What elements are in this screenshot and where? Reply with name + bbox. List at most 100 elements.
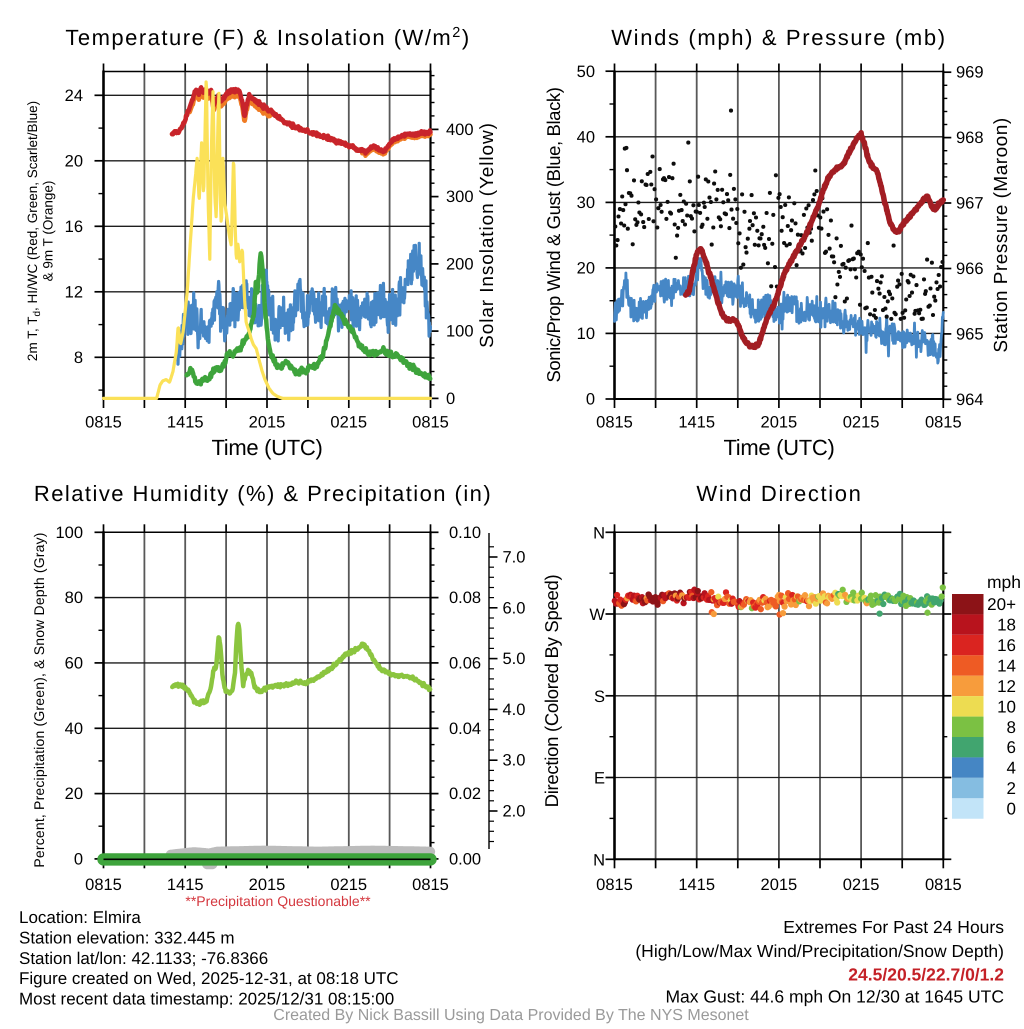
svg-text:6.0: 6.0 xyxy=(503,599,526,617)
svg-text:1415: 1415 xyxy=(167,876,204,894)
svg-text:Wind Direction: Wind Direction xyxy=(696,481,862,506)
svg-text:10: 10 xyxy=(997,697,1016,716)
svg-text:Relative Humidity (%) & Precip: Relative Humidity (%) & Precipitation (i… xyxy=(34,481,492,506)
svg-text:0.08: 0.08 xyxy=(449,589,481,607)
svg-text:50: 50 xyxy=(577,63,595,81)
svg-text:Time (UTC): Time (UTC) xyxy=(211,435,322,460)
svg-text:2: 2 xyxy=(1007,779,1016,798)
svg-text:20+: 20+ xyxy=(987,595,1016,614)
svg-text:N: N xyxy=(593,524,605,542)
svg-text:12: 12 xyxy=(65,283,83,301)
svg-text:24: 24 xyxy=(65,87,83,105)
svg-text:1415: 1415 xyxy=(167,414,204,432)
svg-text:Percent, Precipitation (Green): Percent, Precipitation (Green), & Snow D… xyxy=(31,532,47,867)
svg-text:Direction (Colored By Speed): Direction (Colored By Speed) xyxy=(541,575,562,808)
svg-text:0815: 0815 xyxy=(596,876,633,894)
svg-text:24.5/20.5/22.7/0/1.2: 24.5/20.5/22.7/0/1.2 xyxy=(848,965,1004,985)
svg-text:0815: 0815 xyxy=(412,414,449,432)
svg-text:8: 8 xyxy=(74,349,83,367)
svg-text:2m T, Td, HI/WC (Red, Green, S: 2m T, Td, HI/WC (Red, Green, Scarlet/Blu… xyxy=(25,101,43,361)
svg-text:30: 30 xyxy=(577,194,595,212)
svg-text:2.0: 2.0 xyxy=(503,803,526,821)
svg-text:Station Pressure (Maroon): Station Pressure (Maroon) xyxy=(991,117,1012,352)
svg-text:(High/Low/Max Wind/Precipitati: (High/Low/Max Wind/Precipitation/Snow De… xyxy=(635,941,1004,961)
svg-text:Extremes For Past 24 Hours: Extremes For Past 24 Hours xyxy=(783,917,1004,937)
svg-text:Station lat/lon: 42.1133; -76.: Station lat/lon: 42.1133; -76.8366 xyxy=(19,949,268,968)
svg-text:60: 60 xyxy=(65,654,83,672)
svg-text:mph: mph xyxy=(987,572,1021,592)
svg-text:N: N xyxy=(593,851,605,869)
svg-text:0.02: 0.02 xyxy=(449,785,481,803)
svg-text:5.0: 5.0 xyxy=(503,650,526,668)
svg-text:Figure created on Wed, 2025-12: Figure created on Wed, 2025-12-31, at 08… xyxy=(19,969,399,988)
svg-text:0815: 0815 xyxy=(85,876,122,894)
svg-text:& 9m T (Orange): & 9m T (Orange) xyxy=(41,181,56,282)
svg-text:0815: 0815 xyxy=(925,414,962,432)
svg-text:12: 12 xyxy=(997,677,1016,696)
svg-text:40: 40 xyxy=(577,128,595,146)
svg-text:6: 6 xyxy=(1007,738,1016,757)
svg-text:**Precipitation Questionable**: **Precipitation Questionable** xyxy=(185,893,371,909)
svg-text:0.06: 0.06 xyxy=(449,654,481,672)
svg-text:0.10: 0.10 xyxy=(449,524,481,542)
svg-text:2015: 2015 xyxy=(249,414,286,432)
svg-text:0.00: 0.00 xyxy=(449,850,481,868)
svg-text:20: 20 xyxy=(65,785,83,803)
svg-text:200: 200 xyxy=(446,255,474,273)
svg-text:0215: 0215 xyxy=(330,414,367,432)
svg-text:968: 968 xyxy=(956,129,984,147)
svg-text:W: W xyxy=(589,606,605,624)
svg-text:0215: 0215 xyxy=(843,876,880,894)
svg-text:20: 20 xyxy=(577,259,595,277)
svg-text:0.04: 0.04 xyxy=(449,720,481,738)
svg-text:0815: 0815 xyxy=(925,876,962,894)
svg-text:4: 4 xyxy=(1007,759,1016,778)
svg-text:100: 100 xyxy=(55,524,83,542)
svg-text:300: 300 xyxy=(446,188,474,206)
svg-text:966: 966 xyxy=(956,260,984,278)
svg-text:0215: 0215 xyxy=(843,414,880,432)
svg-text:16: 16 xyxy=(997,636,1016,655)
svg-text:Station elevation: 332.445 m: Station elevation: 332.445 m xyxy=(19,928,234,947)
svg-text:0: 0 xyxy=(446,390,455,408)
svg-text:Max Gust: 44.6 mph On 12/30 at: Max Gust: 44.6 mph On 12/30 at 1645 UTC xyxy=(665,987,1004,1007)
svg-text:0: 0 xyxy=(586,391,595,409)
svg-text:80: 80 xyxy=(65,589,83,607)
svg-text:100: 100 xyxy=(446,323,474,341)
svg-text:3.0: 3.0 xyxy=(503,752,526,770)
svg-text:4.0: 4.0 xyxy=(503,701,526,719)
svg-text:20: 20 xyxy=(65,152,83,170)
svg-text:Most recent data timestamp: 20: Most recent data timestamp: 2025/12/31 0… xyxy=(19,990,394,1009)
svg-text:0215: 0215 xyxy=(330,876,367,894)
svg-text:967: 967 xyxy=(956,195,984,213)
svg-text:Temperature (F) & Insolation (: Temperature (F) & Insolation (W/m2) xyxy=(65,25,470,50)
svg-text:1415: 1415 xyxy=(678,876,715,894)
svg-text:1415: 1415 xyxy=(678,414,715,432)
svg-text:14: 14 xyxy=(997,657,1016,676)
svg-text:40: 40 xyxy=(65,720,83,738)
svg-text:S: S xyxy=(594,688,605,706)
svg-text:Winds (mph) & Pressure (mb): Winds (mph) & Pressure (mb) xyxy=(611,25,947,50)
svg-text:Created By Nick Bassill Using: Created By Nick Bassill Using Data Provi… xyxy=(273,1007,749,1024)
svg-text:E: E xyxy=(594,770,605,788)
svg-text:Time (UTC): Time (UTC) xyxy=(723,435,834,460)
svg-text:0815: 0815 xyxy=(85,414,122,432)
svg-text:0815: 0815 xyxy=(596,414,633,432)
svg-text:964: 964 xyxy=(956,391,984,409)
svg-text:Solar Insolation (Yellow): Solar Insolation (Yellow) xyxy=(477,122,498,348)
svg-text:10: 10 xyxy=(577,325,595,343)
svg-text:0: 0 xyxy=(74,850,83,868)
svg-text:Location: Elmira: Location: Elmira xyxy=(19,908,141,927)
svg-text:16: 16 xyxy=(65,218,83,236)
svg-text:8: 8 xyxy=(1007,718,1016,737)
svg-text:7.0: 7.0 xyxy=(503,549,526,567)
svg-text:2015: 2015 xyxy=(761,876,798,894)
svg-text:18: 18 xyxy=(997,616,1016,635)
svg-text:0815: 0815 xyxy=(412,876,449,894)
svg-text:2015: 2015 xyxy=(761,414,798,432)
svg-text:Sonic/Prop Wind & Gust (Blue,: Sonic/Prop Wind & Gust (Blue, Black) xyxy=(543,87,564,382)
svg-text:400: 400 xyxy=(446,121,474,139)
svg-text:0: 0 xyxy=(1007,800,1016,819)
svg-text:965: 965 xyxy=(956,325,984,343)
svg-text:2015: 2015 xyxy=(249,876,286,894)
